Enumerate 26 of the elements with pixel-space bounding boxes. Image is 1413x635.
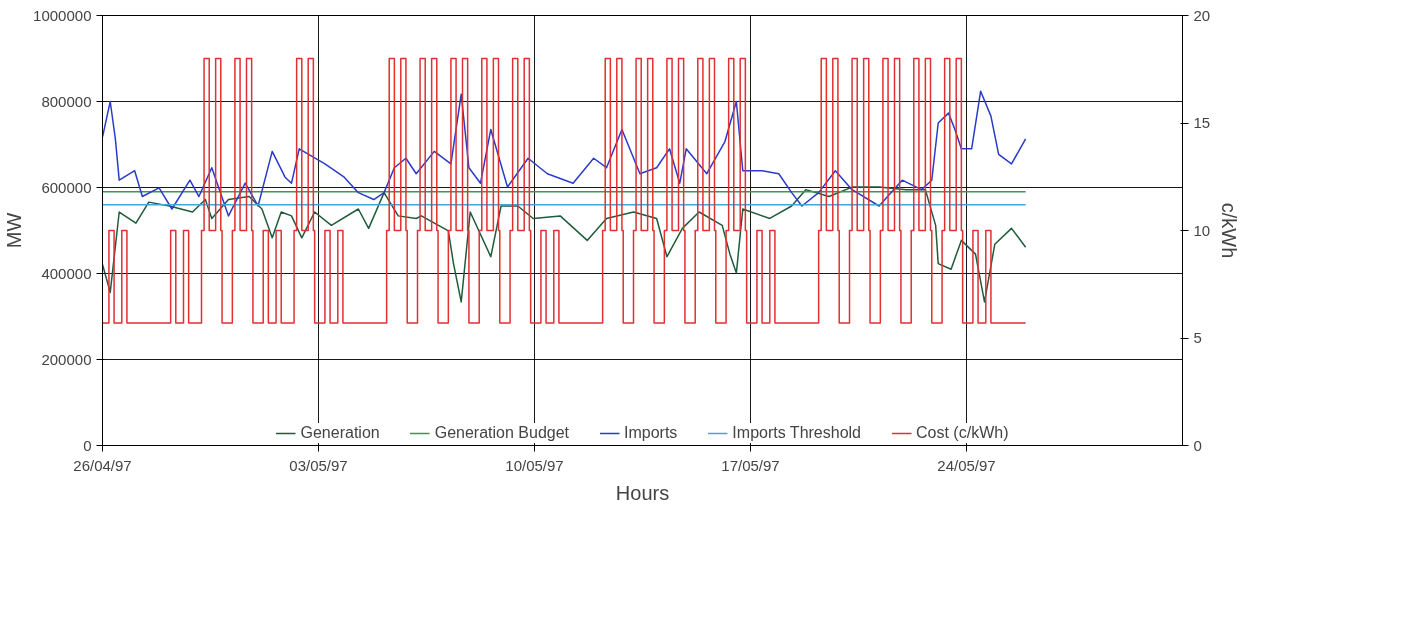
y2-tick-label: 15 (1193, 114, 1211, 131)
x-tick-label: 03/05/97 (289, 456, 348, 474)
y2-tick-label: 20 (1193, 6, 1211, 24)
x-axis-title: Hours (615, 481, 670, 504)
y-tick-label: 0 (83, 436, 92, 454)
y-tick-label: 800000 (41, 92, 92, 110)
legend-label: Generation Budget (434, 424, 570, 442)
legend-label: Cost (c/kWh) (916, 424, 1009, 442)
y2-tick-label: 5 (1193, 329, 1202, 346)
x-tick-label: 17/05/97 (721, 456, 780, 474)
legend-label: Generation (300, 424, 380, 442)
x-tick-label: 24/05/97 (937, 456, 996, 474)
x-tick-label: 26/04/97 (73, 456, 132, 474)
y2-tick-label: 0 (1193, 436, 1202, 454)
line-series (102, 186, 1027, 303)
y-tick-label: 400000 (41, 264, 92, 282)
y-axis-title: MW (3, 212, 26, 249)
x-tick-label: 10/05/97 (505, 456, 564, 474)
y-tick-label: 1000000 (33, 6, 92, 24)
y-tick-label: 600000 (41, 178, 92, 196)
legend-label: Imports (624, 424, 678, 442)
y2-axis-title: c/kWh (1218, 202, 1241, 259)
legend-label: Imports Threshold (732, 424, 862, 442)
line-series (102, 90, 1027, 217)
y-tick-label: 200000 (41, 350, 92, 368)
y2-tick-label: 10 (1193, 221, 1211, 239)
